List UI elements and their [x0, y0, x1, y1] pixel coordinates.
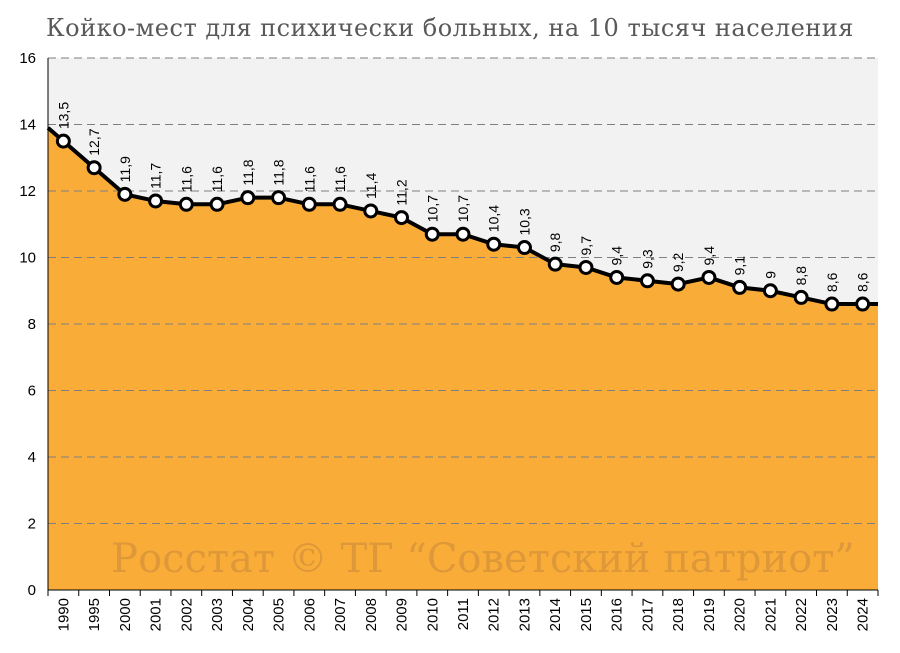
y-tick-label: 2	[28, 516, 36, 533]
x-tick-label: 2015	[578, 598, 595, 631]
data-label: 10,3	[516, 208, 532, 235]
data-label: 11,6	[301, 166, 317, 192]
x-tick-label: 2001	[148, 598, 165, 631]
area-fill	[48, 127, 878, 590]
data-point	[332, 196, 348, 212]
x-tick-label: 2007	[332, 598, 349, 631]
y-tick-label: 16	[19, 50, 36, 67]
data-point	[609, 269, 625, 285]
x-tick-label: 2017	[639, 598, 656, 631]
x-tick-label: 2023	[824, 598, 841, 631]
data-point	[240, 190, 256, 206]
data-label: 11,8	[240, 159, 256, 185]
x-tick-label: 2016	[609, 598, 626, 631]
data-point	[117, 186, 133, 202]
x-tick-label: 2013	[516, 598, 533, 631]
data-point	[639, 273, 655, 289]
data-label: 9,1	[732, 256, 748, 276]
watermark-text: Росстат © ТГ “Советский патриот”	[111, 536, 855, 582]
data-label: 8,6	[824, 272, 840, 292]
x-tick-label: 2020	[732, 598, 749, 631]
data-label: 11,9	[117, 156, 133, 182]
data-point	[516, 240, 532, 256]
data-label: 11,7	[148, 163, 164, 189]
data-point	[701, 269, 717, 285]
data-label: 10,7	[455, 195, 471, 222]
chart-title: Койко-мест для психически больных, на 10…	[46, 14, 854, 42]
data-label: 11,2	[394, 179, 410, 205]
x-tick-label: 2005	[271, 598, 288, 631]
data-point	[824, 296, 840, 312]
y-tick-label: 6	[28, 383, 36, 400]
data-point	[455, 226, 471, 242]
data-label: 11,6	[209, 166, 225, 192]
x-tick-label: 2006	[301, 598, 318, 631]
data-point	[271, 190, 287, 206]
x-tick-label: 2012	[486, 598, 503, 631]
x-tick-label: 2010	[424, 598, 441, 631]
x-tick-label: 2022	[793, 598, 810, 631]
data-label: 10,4	[486, 205, 502, 232]
data-label: 8,8	[793, 266, 809, 286]
x-tick-label: 2009	[394, 598, 411, 631]
x-tick-label: 2021	[762, 598, 779, 631]
y-tick-label: 14	[19, 117, 36, 134]
data-point	[209, 196, 225, 212]
x-tick-label: 2019	[701, 598, 718, 631]
data-point	[86, 160, 102, 176]
data-label: 9,8	[547, 232, 563, 252]
data-point	[547, 256, 563, 272]
y-tick-label: 10	[19, 250, 36, 267]
x-tick-label: 2004	[240, 598, 257, 631]
data-point	[148, 193, 164, 209]
data-label: 8,6	[855, 272, 871, 292]
x-tick-label: 2002	[178, 598, 195, 631]
data-label: 13,5	[55, 102, 71, 129]
data-label: 10,7	[424, 195, 440, 222]
y-tick-label: 4	[28, 449, 36, 466]
data-point	[178, 196, 194, 212]
data-label: 9,7	[578, 236, 594, 256]
x-tick-label: 2008	[363, 598, 380, 631]
x-tick-label: 2014	[547, 598, 564, 631]
x-tick-label: 2003	[209, 598, 226, 631]
x-tick-label: 2000	[117, 598, 134, 631]
data-point	[363, 203, 379, 219]
data-label: 9	[762, 271, 778, 279]
data-point	[486, 236, 502, 252]
data-point	[394, 210, 410, 226]
y-tick-label: 0	[28, 582, 36, 599]
data-label: 11,4	[363, 173, 379, 199]
data-label: 9,2	[670, 252, 686, 272]
data-point	[762, 283, 778, 299]
data-point	[424, 226, 440, 242]
data-label: 9,3	[639, 249, 655, 269]
x-tick-label: 1995	[86, 598, 103, 631]
data-point	[670, 276, 686, 292]
y-tick-label: 8	[28, 316, 36, 333]
data-point	[301, 196, 317, 212]
data-label: 11,8	[271, 159, 287, 185]
data-point	[855, 296, 871, 312]
x-tick-label: 1990	[55, 598, 72, 631]
data-label: 12,7	[86, 128, 102, 155]
data-point	[55, 133, 71, 149]
data-point	[793, 289, 809, 305]
data-label: 9,4	[701, 246, 717, 266]
data-label: 11,6	[332, 166, 348, 192]
data-point	[732, 279, 748, 295]
x-tick-label: 2024	[855, 598, 872, 631]
x-tick-label: 2011	[455, 598, 472, 630]
data-label: 11,6	[178, 166, 194, 192]
y-tick-label: 12	[19, 183, 36, 200]
data-label: 9,4	[609, 246, 625, 266]
data-point	[578, 259, 594, 275]
x-tick-label: 2018	[670, 598, 687, 631]
